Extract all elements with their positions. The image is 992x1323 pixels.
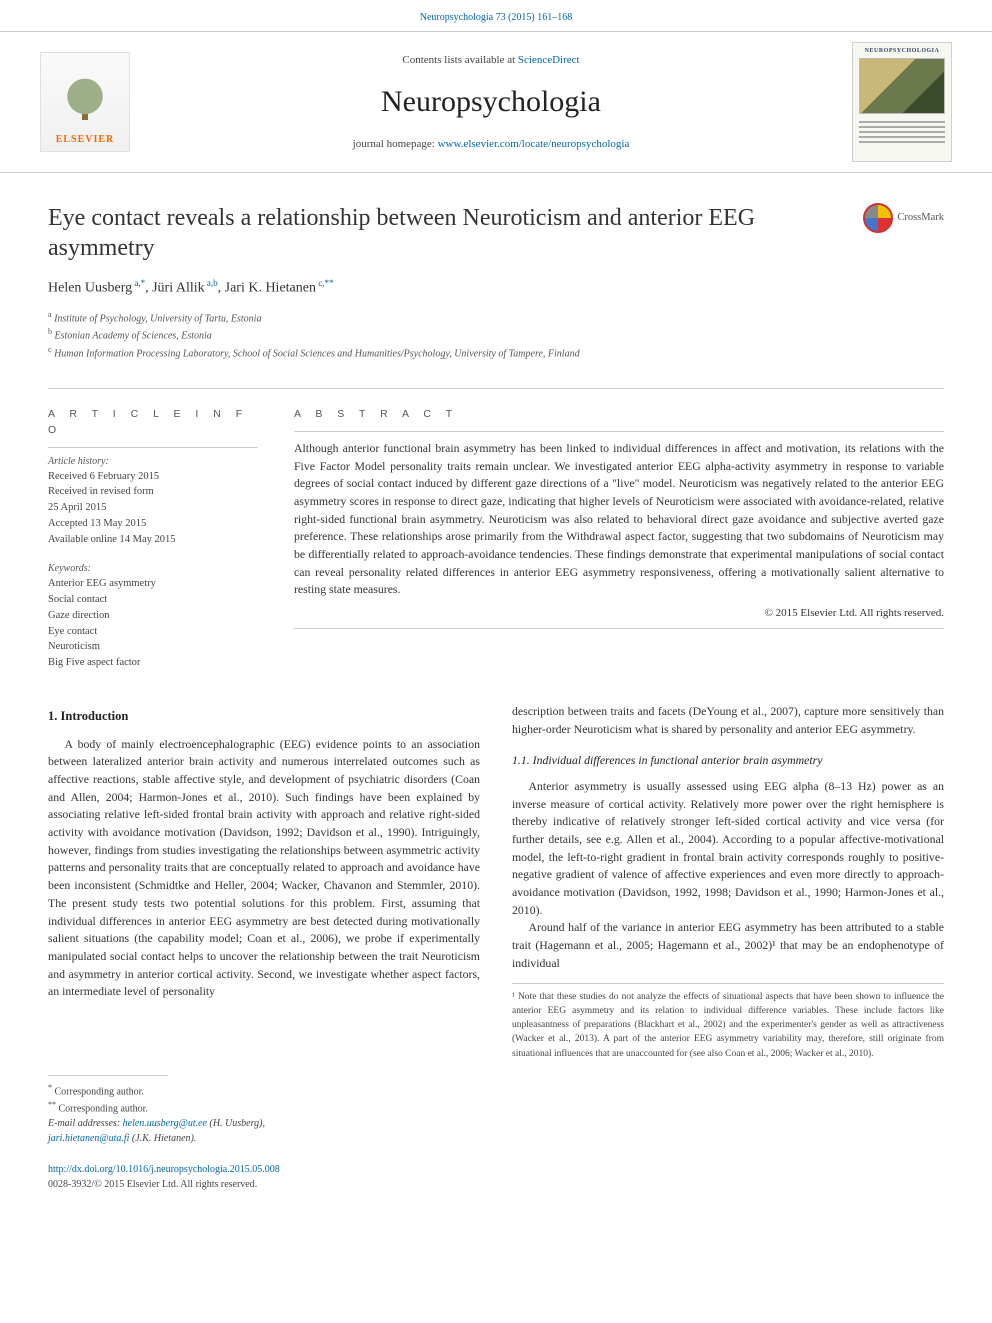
affil-a-mark: a xyxy=(48,310,52,319)
author-2-marks: a,b xyxy=(205,278,218,288)
sec11-para-1: Anterior asymmetry is usually assessed u… xyxy=(512,778,944,920)
sec11-para-2: Around half of the variance in anterior … xyxy=(512,919,944,972)
affil-c-text: Human Information Processing Laboratory,… xyxy=(54,349,580,360)
homepage-prefix: journal homepage: xyxy=(353,138,438,150)
footnote-1: ¹ Note that these studies do not analyze… xyxy=(512,983,944,1061)
abstract-column: A B S T R A C T Although anterior functi… xyxy=(294,407,944,671)
author-1-marks: a,* xyxy=(132,278,145,288)
affiliations: a Institute of Psychology, University of… xyxy=(48,309,944,362)
affil-a-text: Institute of Psychology, University of T… xyxy=(54,313,261,324)
journal-cover-thumbnail: NEUROPSYCHOLOGIA xyxy=(852,42,952,162)
publisher-name: ELSEVIER xyxy=(56,130,115,151)
running-citation: Neuropsychologia 73 (2015) 161–168 xyxy=(0,0,992,31)
crossmark-badge[interactable]: CrossMark xyxy=(863,203,944,233)
sciencedirect-link[interactable]: ScienceDirect xyxy=(518,54,580,66)
history-line: Available online 14 May 2015 xyxy=(48,532,258,548)
abstract-heading: A B S T R A C T xyxy=(294,407,944,423)
keyword: Anterior EEG asymmetry xyxy=(48,576,258,592)
keyword: Gaze direction xyxy=(48,608,258,624)
author-1: Helen Uusberg xyxy=(48,281,132,296)
homepage-link[interactable]: www.elsevier.com/locate/neuropsychologia xyxy=(438,138,630,150)
author-3: Jari K. Hietanen xyxy=(225,281,316,296)
emails-line: E-mail addresses: helen.uusberg@ut.ee (H… xyxy=(48,1116,944,1146)
lists-prefix: Contents lists available at xyxy=(402,54,517,66)
keyword: Eye contact xyxy=(48,624,258,640)
email-1-who: (H. Uusberg), xyxy=(207,1118,265,1129)
email-2-who: (J.K. Hietanen). xyxy=(129,1133,196,1144)
keyword: Social contact xyxy=(48,592,258,608)
publisher-logo: ELSEVIER xyxy=(40,52,130,152)
lists-line: Contents lists available at ScienceDirec… xyxy=(148,52,834,69)
abstract-copyright: © 2015 Elsevier Ltd. All rights reserved… xyxy=(294,605,944,622)
author-2: Jüri Allik xyxy=(152,281,205,296)
corresponding-block: * * Corresponding author.Corresponding a… xyxy=(0,1061,992,1155)
citation-link[interactable]: Neuropsychologia 73 (2015) 161–168 xyxy=(420,12,572,23)
section-1-1-heading: 1.1. Individual differences in functiona… xyxy=(512,752,944,770)
corr-star: * * Corresponding author.Corresponding a… xyxy=(48,1082,944,1099)
email-1[interactable]: helen.uusberg@ut.ee xyxy=(123,1118,207,1129)
affil-b-mark: b xyxy=(48,327,52,336)
paper-title: Eye contact reveals a relationship betwe… xyxy=(48,203,944,263)
doi-block: http://dx.doi.org/10.1016/j.neuropsychol… xyxy=(0,1154,992,1210)
affil-b-text: Estonian Academy of Sciences, Estonia xyxy=(55,331,212,342)
abstract-text: Although anterior functional brain asymm… xyxy=(294,440,944,599)
crossmark-label: CrossMark xyxy=(897,210,944,226)
cover-image-icon xyxy=(859,58,945,114)
emails-label: E-mail addresses: xyxy=(48,1118,123,1129)
section-1-heading: 1. Introduction xyxy=(48,707,480,726)
journal-banner: ELSEVIER Contents lists available at Sci… xyxy=(0,31,992,173)
journal-name: Neuropsychologia xyxy=(148,69,834,136)
history-line: Received in revised form xyxy=(48,484,258,500)
doi-link[interactable]: http://dx.doi.org/10.1016/j.neuropsychol… xyxy=(48,1164,280,1175)
history-line: Accepted 13 May 2015 xyxy=(48,516,258,532)
cover-text-lines-icon xyxy=(859,118,945,146)
issn-copyright: 0028-3932/© 2015 Elsevier Ltd. All right… xyxy=(48,1179,257,1190)
intro-para-1: A body of mainly electroencephalographic… xyxy=(48,736,480,1001)
corr-dstar: ** Corresponding author. xyxy=(48,1099,944,1116)
affil-c-mark: c xyxy=(48,345,52,354)
history-line: Received 6 February 2015 xyxy=(48,469,258,485)
email-2[interactable]: jari.hietanen@uta.fi xyxy=(48,1133,129,1144)
keyword: Neuroticism xyxy=(48,639,258,655)
keywords-label: Keywords: xyxy=(48,561,258,576)
author-3-marks: c,** xyxy=(316,278,334,288)
keyword: Big Five aspect factor xyxy=(48,655,258,671)
author-line: Helen Uusberg a,*, Jüri Allik a,b, Jari … xyxy=(48,277,944,299)
history-line: 25 April 2015 xyxy=(48,500,258,516)
intro-para-2: description between traits and facets (D… xyxy=(512,703,944,738)
body-text-columns: 1. Introduction A body of mainly electro… xyxy=(0,687,992,1061)
article-info-heading: A R T I C L E I N F O xyxy=(48,407,258,439)
cover-title: NEUROPSYCHOLOGIA xyxy=(865,47,940,56)
homepage-line: journal homepage: www.elsevier.com/locat… xyxy=(148,136,834,153)
affil-c: c Human Information Processing Laborator… xyxy=(48,344,944,362)
elsevier-tree-icon xyxy=(57,74,113,130)
affil-a: a Institute of Psychology, University of… xyxy=(48,309,944,327)
crossmark-icon xyxy=(863,203,893,233)
article-info-column: A R T I C L E I N F O Article history: R… xyxy=(48,407,258,671)
affil-b: b Estonian Academy of Sciences, Estonia xyxy=(48,326,944,344)
history-label: Article history: xyxy=(48,454,258,469)
